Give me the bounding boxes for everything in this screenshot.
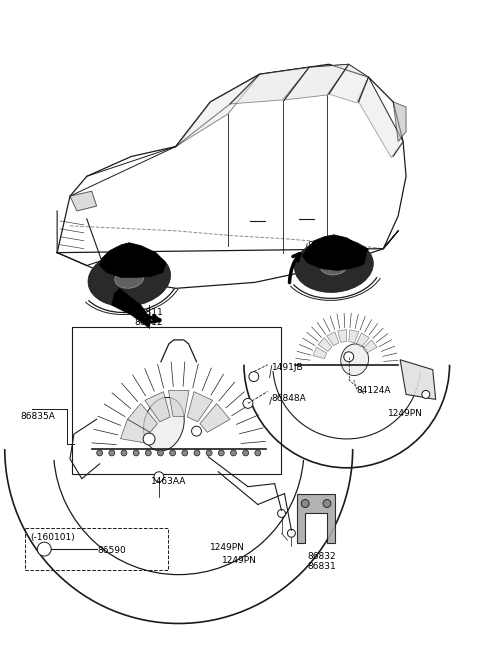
Circle shape xyxy=(192,426,202,436)
Circle shape xyxy=(182,450,188,456)
Polygon shape xyxy=(200,403,230,432)
Circle shape xyxy=(288,530,295,537)
Circle shape xyxy=(301,499,309,507)
Polygon shape xyxy=(393,102,406,142)
Polygon shape xyxy=(349,330,359,343)
Polygon shape xyxy=(128,403,157,432)
Circle shape xyxy=(145,450,151,456)
Circle shape xyxy=(230,450,237,456)
Polygon shape xyxy=(338,330,347,342)
Polygon shape xyxy=(168,390,189,417)
Ellipse shape xyxy=(320,256,348,275)
Circle shape xyxy=(344,351,354,362)
Circle shape xyxy=(422,390,430,398)
Circle shape xyxy=(133,450,139,456)
Text: 86811: 86811 xyxy=(135,308,163,317)
Circle shape xyxy=(143,433,155,445)
Polygon shape xyxy=(120,419,150,443)
Circle shape xyxy=(194,450,200,456)
Text: 1249PN: 1249PN xyxy=(222,556,257,565)
Circle shape xyxy=(277,509,286,518)
Circle shape xyxy=(323,499,331,507)
Polygon shape xyxy=(302,235,367,271)
Polygon shape xyxy=(327,332,339,346)
Text: 1249PN: 1249PN xyxy=(388,409,423,419)
Circle shape xyxy=(37,542,51,556)
Polygon shape xyxy=(329,64,369,103)
Polygon shape xyxy=(359,77,403,158)
Polygon shape xyxy=(70,191,96,211)
Bar xyxy=(72,327,280,474)
Text: 86832: 86832 xyxy=(307,552,336,561)
Text: 86831: 86831 xyxy=(307,562,336,571)
Polygon shape xyxy=(400,360,436,399)
Circle shape xyxy=(255,450,261,456)
Polygon shape xyxy=(329,238,369,265)
Circle shape xyxy=(121,450,127,456)
Ellipse shape xyxy=(115,269,144,288)
Circle shape xyxy=(243,450,249,456)
Polygon shape xyxy=(285,64,349,100)
Polygon shape xyxy=(363,340,377,353)
Text: 86848A: 86848A xyxy=(272,394,306,403)
Polygon shape xyxy=(230,67,309,104)
Polygon shape xyxy=(145,392,170,422)
Circle shape xyxy=(157,450,163,456)
Polygon shape xyxy=(187,392,213,422)
Text: 86812: 86812 xyxy=(135,318,163,327)
Circle shape xyxy=(169,450,176,456)
Ellipse shape xyxy=(294,238,373,292)
Bar xyxy=(24,528,168,570)
Circle shape xyxy=(154,472,164,482)
Circle shape xyxy=(249,372,259,382)
Text: (-160101): (-160101) xyxy=(30,533,75,542)
Circle shape xyxy=(243,398,253,408)
Text: 86822B: 86822B xyxy=(307,251,342,260)
Polygon shape xyxy=(100,242,166,277)
Circle shape xyxy=(96,450,103,456)
Circle shape xyxy=(206,450,212,456)
Circle shape xyxy=(109,450,115,456)
Text: 86821B: 86821B xyxy=(307,240,342,250)
Polygon shape xyxy=(111,288,151,328)
Text: 1463AA: 1463AA xyxy=(151,477,186,486)
Text: 86835A: 86835A xyxy=(21,413,56,421)
Polygon shape xyxy=(357,333,369,347)
Ellipse shape xyxy=(88,250,170,307)
Text: 86590: 86590 xyxy=(97,546,126,555)
Ellipse shape xyxy=(341,344,369,376)
Circle shape xyxy=(218,450,224,456)
Text: 1491JB: 1491JB xyxy=(272,363,303,372)
Polygon shape xyxy=(176,74,260,147)
Text: 84124A: 84124A xyxy=(357,386,391,394)
Polygon shape xyxy=(313,347,327,359)
Text: 1249PN: 1249PN xyxy=(210,543,245,552)
Ellipse shape xyxy=(144,397,184,451)
Polygon shape xyxy=(318,338,332,351)
Polygon shape xyxy=(297,493,335,543)
